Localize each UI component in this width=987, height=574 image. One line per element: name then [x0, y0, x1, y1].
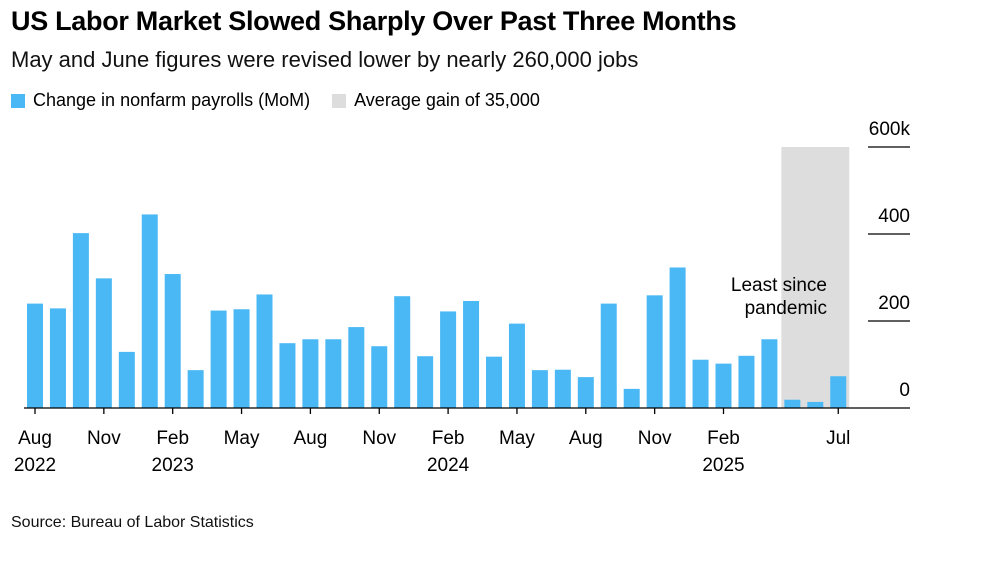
bar-jun-2025: Jun 2025: 14k	[807, 401, 824, 408]
bar-jul-2024: Jul 2024: 88k	[554, 369, 571, 408]
annotation-line-1: Least since	[731, 275, 827, 296]
x-tick-label-24: Aug	[569, 428, 603, 449]
bar-feb-2025: Feb 2025: 102k	[715, 363, 732, 408]
x-tick-label-30: Feb	[707, 428, 740, 449]
bar-aug-2023: Aug 2023: 158k	[302, 339, 319, 408]
bar-may-2024: May 2024: 194k	[508, 323, 525, 408]
bar-jan-2025: Jan 2025: 111k	[692, 359, 709, 408]
bar-jan-2023: Jan 2023: 445k	[141, 214, 158, 408]
bar-aug-2024: Aug 2024: 71k	[577, 377, 594, 408]
bar-sep-2022: Sep 2022: 229k	[49, 308, 66, 408]
bar-oct-2023: Oct 2023: 186k	[348, 327, 365, 408]
x-tick-year-0: 2022	[14, 455, 56, 476]
x-tick-label-0: Aug	[18, 428, 52, 449]
y-tick-label-200: 200	[878, 293, 910, 314]
chart-title: US Labor Market Slowed Sharply Over Past…	[11, 6, 737, 36]
bar-apr-2025: Apr 2025: 158k	[761, 339, 778, 408]
bar-nov-2024: Nov 2024: 259k	[646, 295, 663, 408]
chart-subtitle: May and June figures were revised lower …	[11, 47, 639, 72]
x-tick-year-30: 2025	[702, 455, 744, 476]
bar-sep-2023: Sep 2023: 158k	[325, 339, 342, 408]
x-tick-label-21: May	[499, 428, 535, 449]
bar-apr-2023: Apr 2023: 224k	[210, 310, 227, 408]
bar-aug-2022: Aug 2022: 240k	[27, 303, 43, 408]
bar-dec-2023: Dec 2023: 257k	[394, 296, 411, 408]
bar-sep-2024: Sep 2024: 240k	[600, 303, 617, 408]
bar-mar-2023: Mar 2023: 87k	[187, 370, 204, 408]
x-tick-label-18: Feb	[432, 428, 465, 449]
y-tick-label-0: 0	[899, 380, 910, 401]
x-tick-label-3: Nov	[87, 428, 121, 449]
bar-dec-2024: Dec 2024: 323k	[669, 267, 686, 408]
x-tick-year-18: 2024	[427, 455, 470, 476]
legend-swatch-payrolls	[11, 93, 25, 108]
bar-oct-2022: Oct 2022: 402k	[72, 233, 89, 408]
legend-item-payrolls: Change in nonfarm payrolls (MoM)	[11, 90, 310, 111]
y-tick-label-600: 600k	[869, 119, 911, 140]
x-tick-label-12: Aug	[293, 428, 327, 449]
legend-label-average: Average gain of 35,000	[354, 90, 540, 110]
average-gain-band	[781, 147, 850, 408]
x-tick-year-6: 2023	[152, 455, 194, 476]
legend-swatch-average	[332, 93, 347, 108]
x-tick-label-15: Nov	[362, 428, 396, 449]
bar-feb-2023: Feb 2023: 308k	[164, 274, 181, 408]
bar-jul-2023: Jul 2023: 149k	[279, 343, 296, 408]
bar-feb-2024: Feb 2024: 222k	[440, 311, 457, 408]
bar-jun-2023: Jun 2023: 261k	[256, 294, 273, 408]
bar-jan-2024: Jan 2024: 119k	[417, 356, 434, 408]
legend-item-average: Average gain of 35,000	[332, 90, 540, 111]
x-tick-label-6: Feb	[156, 428, 189, 449]
legend: Change in nonfarm payrolls (MoM) Average…	[11, 90, 562, 111]
x-tick-label-27: Nov	[638, 428, 672, 449]
source-note: Source: Bureau of Labor Statistics	[11, 514, 254, 531]
bar-dec-2022: Dec 2022: 129k	[118, 351, 135, 408]
legend-label-payrolls: Change in nonfarm payrolls (MoM)	[33, 90, 311, 110]
bar-jun-2024: Jun 2024: 87k	[531, 370, 548, 408]
bar-nov-2022: Nov 2022: 298k	[95, 278, 112, 408]
bar-may-2025: May 2025: 19k	[784, 399, 801, 408]
bar-oct-2024: Oct 2024: 44k	[623, 388, 640, 408]
bar-may-2023: May 2023: 227k	[233, 309, 250, 408]
bar-mar-2025: Mar 2025: 120k	[738, 355, 755, 408]
x-tick-label-9: May	[224, 428, 260, 449]
bar-mar-2024: Mar 2024: 246k	[463, 300, 480, 408]
y-tick-label-400: 400	[878, 206, 910, 227]
x-tick-label-35: Jul	[826, 428, 850, 449]
bar-jul-2025: Jul 2025: 73k	[830, 376, 847, 408]
annotation-line-2: pandemic	[745, 298, 827, 319]
bar-nov-2023: Nov 2023: 142k	[371, 346, 388, 408]
bar-apr-2024: Apr 2024: 118k	[486, 356, 502, 408]
